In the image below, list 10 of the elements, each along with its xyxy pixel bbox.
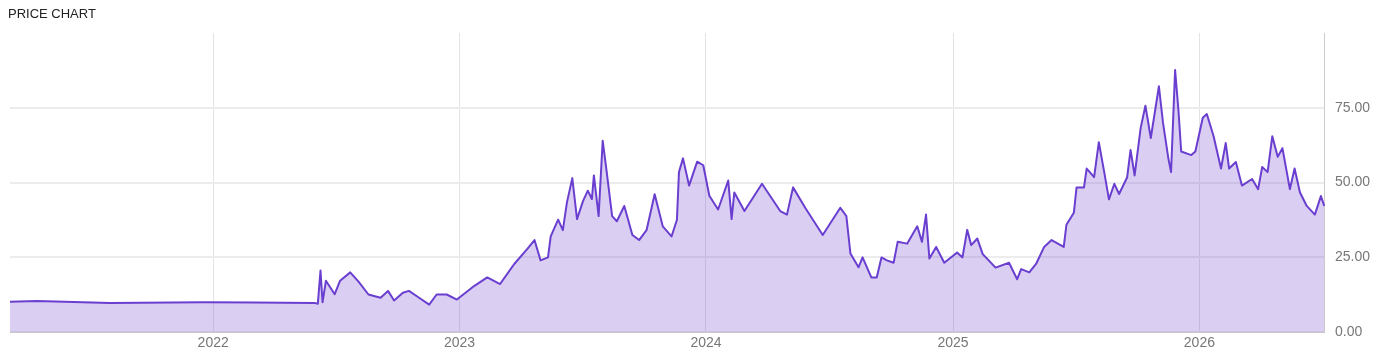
y-tick-label: 25.00 — [1334, 248, 1371, 265]
y-tick-label: 0.00 — [1334, 323, 1363, 340]
chart-title: PRICE CHART — [8, 6, 96, 21]
x-tick-label: 2025 — [937, 334, 969, 351]
y-tick-label: 50.00 — [1334, 173, 1371, 190]
x-tick-label: 2023 — [443, 334, 476, 351]
x-tick-label: 2024 — [690, 334, 722, 351]
x-tick-label: 2022 — [197, 334, 229, 351]
x-tick-label: 2026 — [1183, 334, 1216, 351]
y-tick-label: 75.00 — [1334, 98, 1371, 115]
